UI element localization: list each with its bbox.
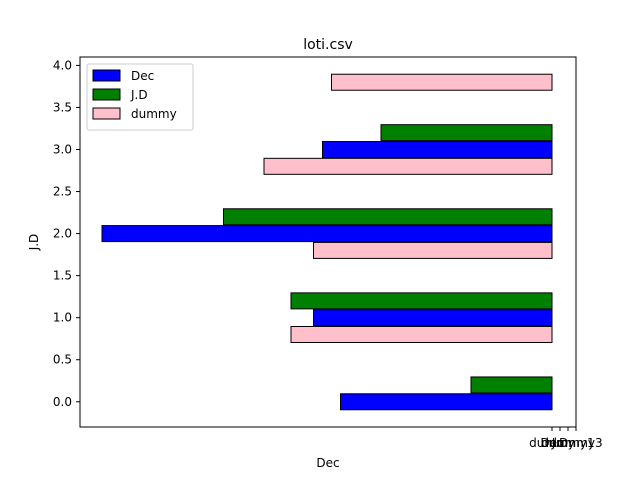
x-tick-label: dummy1 — [541, 436, 594, 450]
x-tick-label: J.D — [551, 436, 569, 450]
legend-swatch — [92, 88, 121, 101]
y-tick-label: 3.5 — [53, 100, 72, 114]
bar-dummy-2 — [263, 157, 553, 175]
x-tick-label: dummy — [529, 436, 575, 450]
bar-dummy-0 — [290, 326, 553, 343]
y-tick-label: 3.0 — [53, 143, 72, 157]
y-tick-label: 1.0 — [53, 311, 72, 325]
bar-j-d-1 — [290, 292, 553, 310]
bar-j-d-3 — [380, 124, 553, 142]
bar-dec-3 — [322, 141, 553, 158]
y-tick-label: 2.5 — [53, 185, 72, 199]
x-tick-label: dummy3 — [549, 436, 602, 450]
bar-dec-0 — [340, 393, 553, 411]
y-tick-label: 0.0 — [53, 395, 72, 409]
bar-dec-2 — [101, 225, 553, 243]
legend-swatch — [92, 69, 121, 82]
y-tick-label: 1.5 — [53, 269, 72, 283]
bar-dummy-3 — [331, 73, 553, 91]
y-tick-label: 0.5 — [53, 353, 72, 367]
bars-layer — [101, 73, 553, 411]
x-axis-label: Dec — [316, 456, 339, 470]
bar-dec-1 — [313, 309, 553, 327]
legend: Dec J.D dummy — [86, 63, 194, 131]
bar-j-d-0 — [470, 376, 553, 394]
y-axis: 0.0 0.5 1.0 1.5 2.0 2.5 3.0 3.5 4.0 — [53, 58, 80, 409]
chart-title: loti.csv — [303, 37, 353, 53]
legend-label: J.D — [130, 88, 148, 102]
bar-dummy-1 — [313, 241, 553, 259]
x-tick-label: Dec — [540, 436, 563, 450]
y-axis-label: J.D — [27, 234, 41, 252]
legend-label: dummy — [131, 107, 177, 121]
legend-swatch — [92, 107, 121, 120]
plot-frame — [79, 56, 577, 428]
bar-j-d-2 — [223, 208, 553, 226]
y-tick-label: 4.0 — [53, 58, 72, 72]
y-tick-label: 2.0 — [53, 227, 72, 241]
legend-label: Dec — [131, 69, 154, 83]
